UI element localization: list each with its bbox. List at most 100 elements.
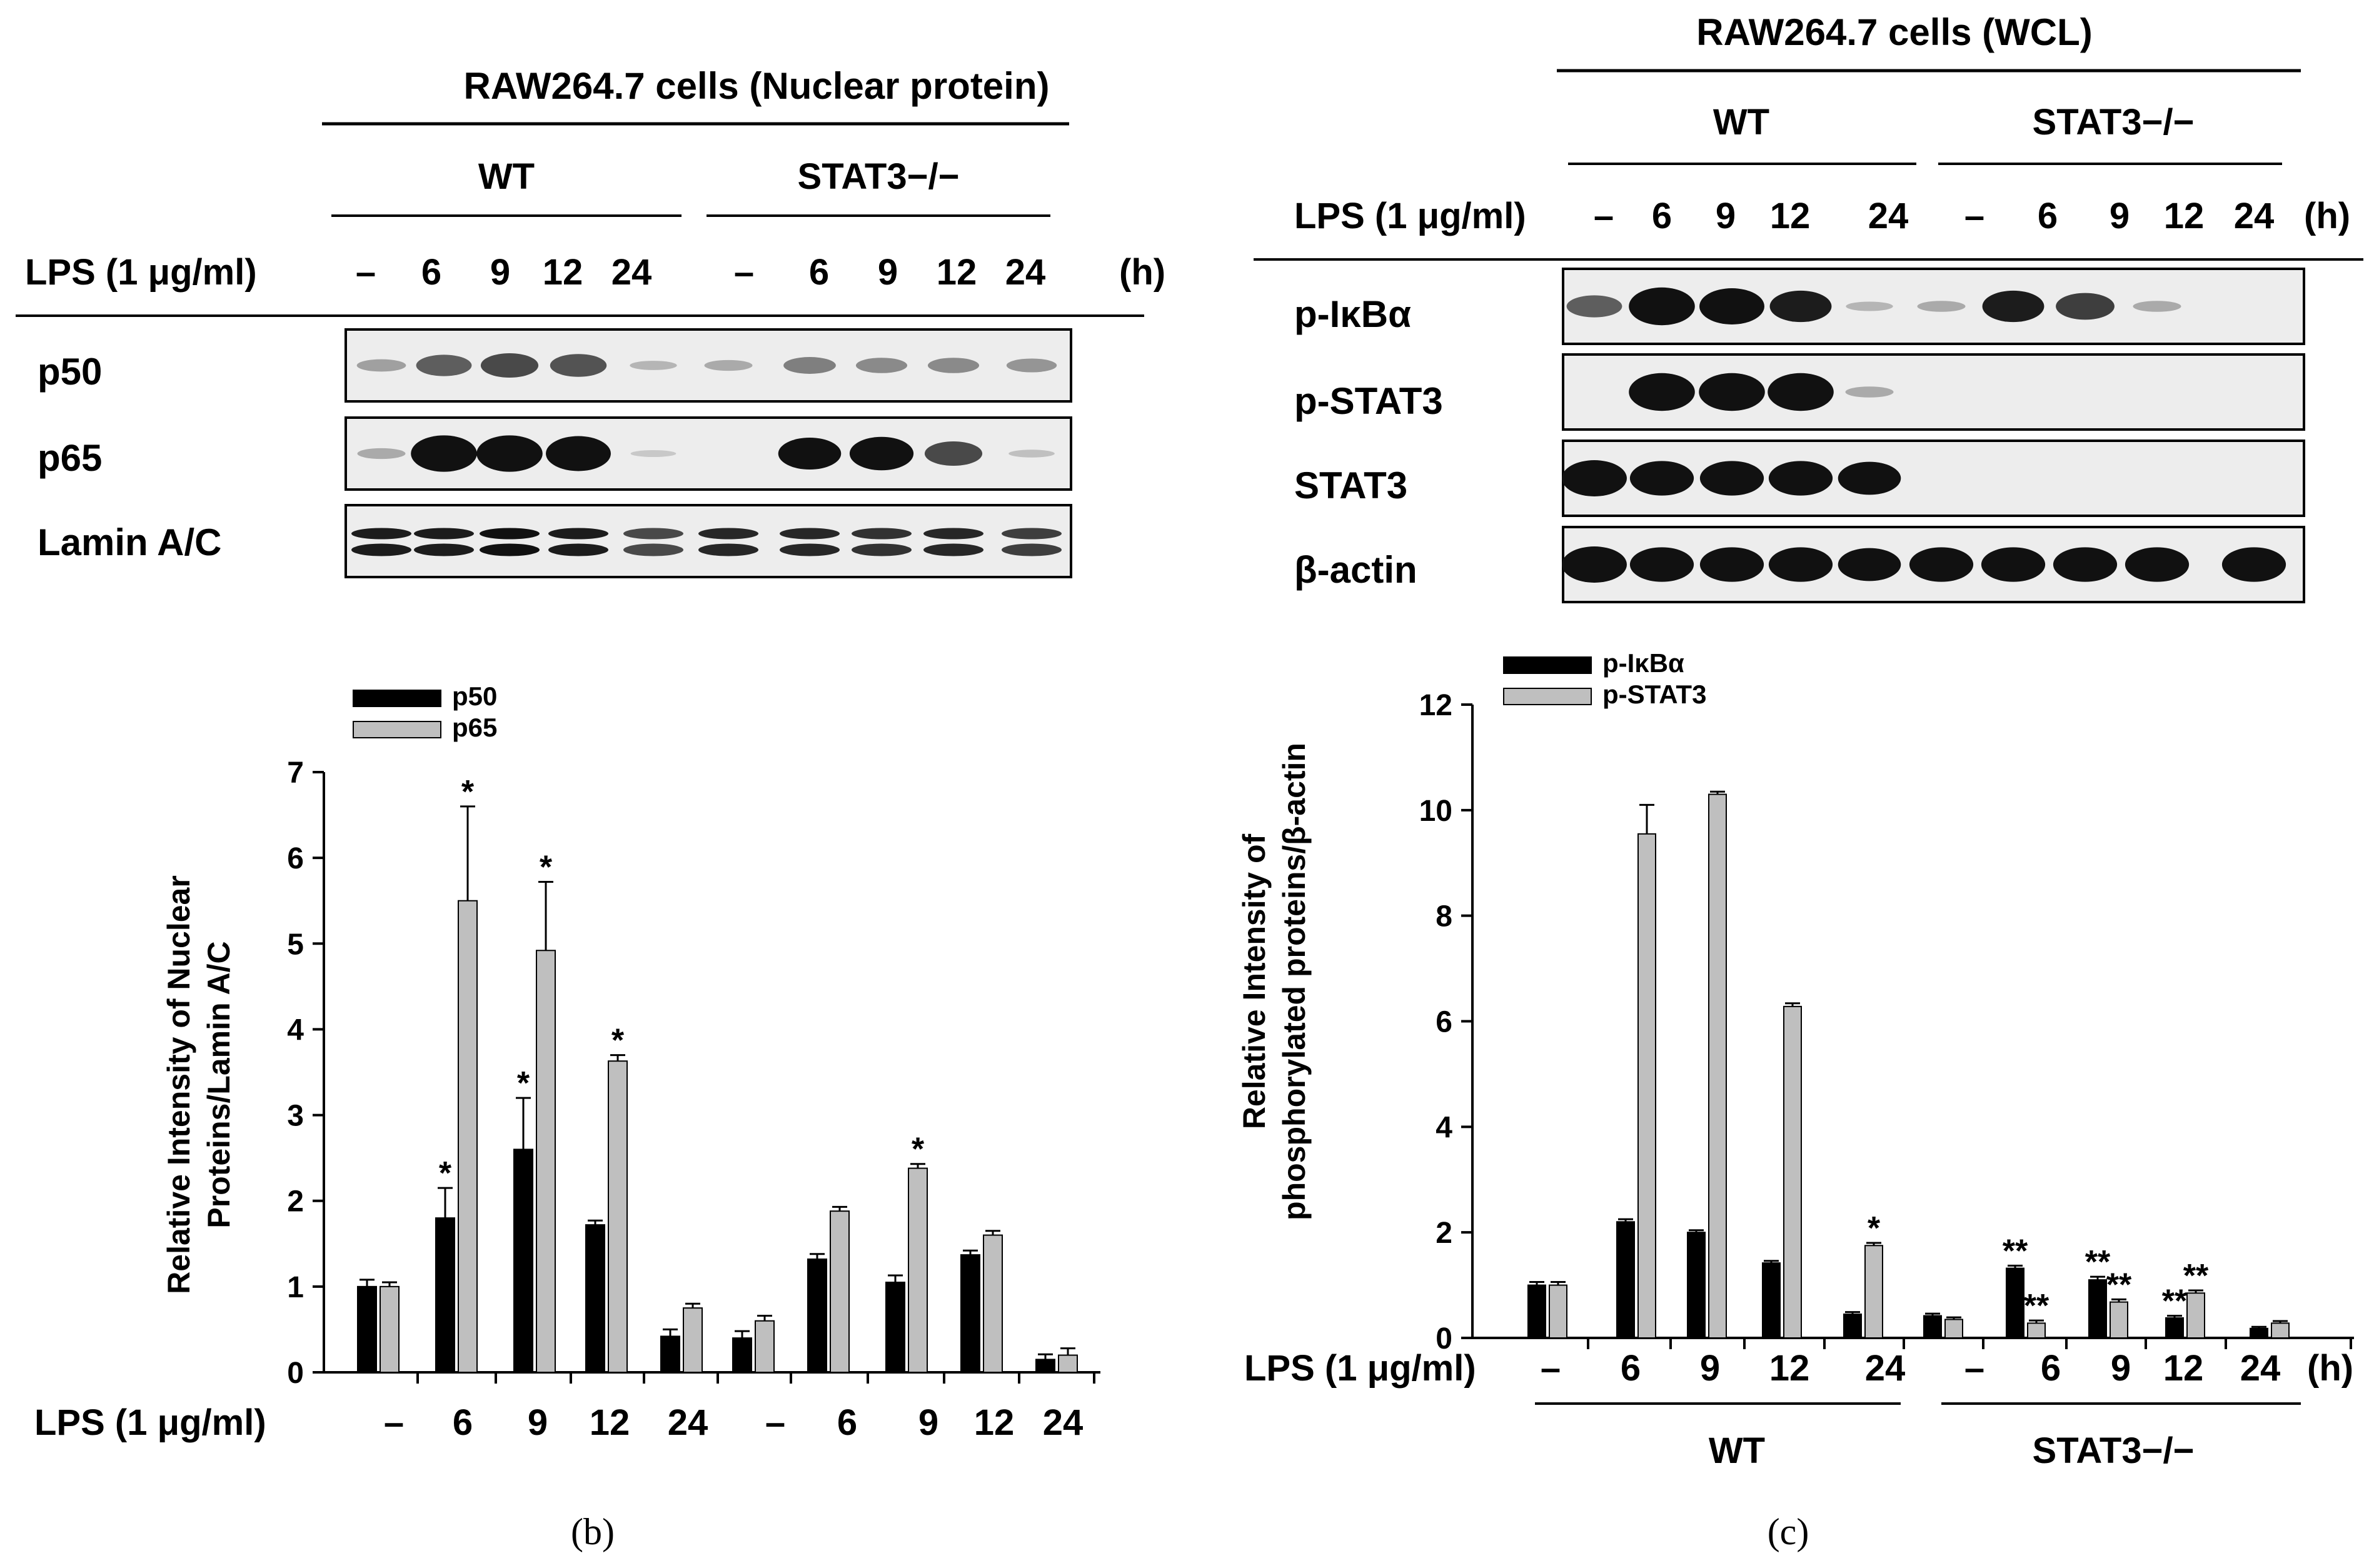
panel-b-time-unit: (h) xyxy=(1119,252,1165,293)
bar xyxy=(983,1234,1003,1373)
blot-band xyxy=(630,450,676,457)
blot-band xyxy=(698,543,758,556)
bar xyxy=(732,1337,752,1373)
blot-band xyxy=(1982,290,2045,323)
blot-band xyxy=(476,435,543,472)
y-tick-label: 5 xyxy=(287,928,304,961)
panel-b-xlabel: LPS (1 μg/ml) xyxy=(34,1402,266,1443)
panel-c-group-ko: STAT3−/− xyxy=(2033,102,2195,143)
blot-band xyxy=(1768,461,1833,496)
bar xyxy=(660,1335,680,1373)
y-tick-label: 10 xyxy=(1419,795,1452,828)
panel_c-lane-label: 12 xyxy=(1770,196,1811,236)
blot-band xyxy=(2221,547,2286,582)
y-tick-label: 0 xyxy=(1436,1322,1452,1355)
panel_c-lane-label: 6 xyxy=(1652,196,1672,236)
y-tick-label: 6 xyxy=(287,842,304,875)
panel-c-row-label: p-STAT3 xyxy=(1294,380,1443,422)
bar xyxy=(1616,1221,1635,1339)
panel-b-ylabel-line2: Proteins/Lamin A/C xyxy=(201,941,236,1228)
blot-band xyxy=(1838,548,1901,581)
bar xyxy=(1923,1315,1942,1339)
panel_c-lane-label: 24 xyxy=(2234,196,2275,236)
bar xyxy=(435,1217,455,1373)
blot-band xyxy=(411,435,477,472)
y-tick-label: 2 xyxy=(1436,1217,1452,1250)
x-tick-label: 9 xyxy=(1700,1348,1720,1389)
blot-band xyxy=(414,543,474,556)
y-tick-label: 2 xyxy=(287,1185,304,1219)
significance-marker: * xyxy=(540,850,553,886)
panel_b-lane-label: – xyxy=(356,252,376,293)
x-tick-label: – xyxy=(384,1402,404,1443)
panel-b-caption: (b) xyxy=(571,1511,615,1552)
blot-band xyxy=(1699,373,1765,411)
blot-band xyxy=(698,528,758,540)
blot-band xyxy=(1008,450,1055,458)
blot-band xyxy=(546,436,611,471)
legend-swatch xyxy=(1503,688,1592,705)
panel-b-group-wt: WT xyxy=(478,156,535,197)
blot-band xyxy=(480,543,540,556)
blot-band xyxy=(623,528,683,540)
panel_b-lane-label: – xyxy=(734,252,754,293)
panel_b-lane-label: 12 xyxy=(937,252,977,293)
legend-swatch xyxy=(1503,656,1592,674)
significance-marker: ** xyxy=(2024,1288,2050,1324)
blot-band xyxy=(1846,301,1893,311)
x-tick-label: – xyxy=(1541,1348,1561,1389)
panel_c-lane-label: 9 xyxy=(2110,196,2130,236)
bar xyxy=(380,1285,400,1374)
panel-c-bars: ** ********* ** xyxy=(1527,790,2290,1339)
blot-band xyxy=(623,543,683,556)
panel-c-xlabel: LPS (1 μg/ml) xyxy=(1244,1348,1476,1389)
legend-swatch xyxy=(353,721,441,738)
panel-c-row-label: p-IκBα xyxy=(1294,293,1411,335)
significance-marker: ** xyxy=(2106,1267,2132,1303)
blot-band xyxy=(783,357,836,374)
blot-band xyxy=(480,528,540,540)
blot-band xyxy=(548,528,608,540)
blot-band xyxy=(855,358,908,373)
legend-label: p50 xyxy=(452,681,497,711)
blot-band xyxy=(923,528,983,540)
panel-c-time-unit-x: (h) xyxy=(2307,1348,2353,1389)
blot-band xyxy=(1909,547,1974,582)
panel-b-blot: RAW264.7 cells (Nuclear protein) WT STAT… xyxy=(16,65,1165,578)
panel-b-blot-header: RAW264.7 cells (Nuclear protein) xyxy=(464,65,1050,107)
blot-band xyxy=(1629,461,1694,496)
panel-b-row-label: p65 xyxy=(38,437,102,479)
blot-band xyxy=(630,361,677,370)
bar xyxy=(608,1060,628,1373)
panel-c-blot-header: RAW264.7 cells (WCL) xyxy=(1696,11,2093,53)
panel_b-lane-label: 6 xyxy=(809,252,829,293)
bar xyxy=(1035,1359,1055,1373)
bar xyxy=(755,1320,775,1374)
blot-band xyxy=(1845,386,1894,398)
bar xyxy=(2027,1322,2046,1339)
blot-band xyxy=(416,354,472,376)
blot-band xyxy=(1838,461,1901,495)
panel_b-lane-label: 9 xyxy=(490,252,510,293)
significance-marker: * xyxy=(461,774,475,810)
blot-band xyxy=(778,437,842,470)
blot-band xyxy=(1981,547,2046,582)
bar xyxy=(585,1224,605,1373)
bar xyxy=(357,1285,377,1374)
panel_c-lane-label: 24 xyxy=(1868,196,1909,236)
blot-band xyxy=(2056,293,2115,320)
bar xyxy=(2110,1301,2128,1339)
bar xyxy=(1762,1262,1781,1339)
panel-c-time-unit: (h) xyxy=(2304,196,2350,236)
blot-band xyxy=(924,441,983,466)
panel-c-blot: RAW264.7 cells (WCL) WT STAT3−/− LPS (1 … xyxy=(1254,11,2363,603)
significance-marker: ** xyxy=(2162,1284,2188,1320)
y-tick-label: 4 xyxy=(287,1013,304,1047)
blot-band xyxy=(2125,547,2190,582)
bar xyxy=(2271,1322,2290,1339)
x-tick-label: 12 xyxy=(1769,1348,1810,1389)
significance-marker: ** xyxy=(2085,1244,2111,1280)
